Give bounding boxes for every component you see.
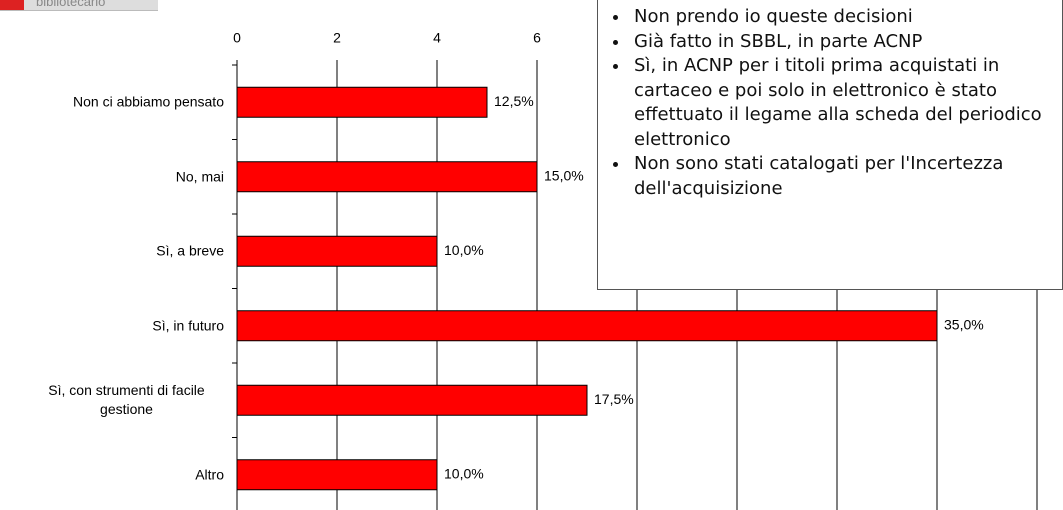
bar — [236, 310, 938, 342]
logo-mark — [0, 0, 24, 10]
note-bullet: Non sono stati catalogati per l'Incertez… — [630, 152, 1052, 201]
x-tick-label: 2 — [333, 30, 341, 46]
bar — [236, 459, 438, 491]
x-tick-label: 4 — [433, 30, 441, 46]
x-tick-label: 6 — [533, 30, 541, 46]
y-tick-label: Non ci abbiamo pensato — [73, 93, 224, 110]
bar-label: 35,0% — [944, 316, 984, 332]
bar — [236, 235, 438, 267]
bar-label: 17,5% — [594, 391, 634, 407]
y-tick-label: Sì, in futuro — [152, 317, 224, 334]
x-tick-label: 0 — [233, 30, 241, 46]
bar — [236, 161, 538, 193]
bar — [236, 384, 588, 416]
note-bullet: Già fatto in SBBL, in parte ACNP — [630, 30, 1052, 55]
note-bullet: Non prendo io queste decisioni — [630, 5, 1052, 30]
bar-label: 15,0% — [544, 167, 584, 183]
bar — [236, 86, 488, 118]
bar-label: 10,0% — [444, 242, 484, 258]
bar-label: 12,5% — [494, 93, 534, 109]
y-tick-label: Sì, con strumenti di facile gestione — [48, 382, 205, 418]
y-tick-label: Altro — [195, 466, 224, 483]
note-list: Non prendo io queste decisioniGià fatto … — [610, 5, 1052, 201]
logo-text: bibliotecario — [36, 0, 106, 9]
y-tick-label: Sì, a breve — [156, 242, 224, 259]
y-tick-label: No, mai — [175, 168, 224, 185]
bar-label: 10,0% — [444, 465, 484, 481]
note-bullet: Sì, in ACNP per i titoli prima acquistat… — [630, 54, 1052, 152]
note-box: Non prendo io queste decisioniGià fatto … — [597, 0, 1063, 290]
logo: bibliotecario — [0, 0, 158, 11]
